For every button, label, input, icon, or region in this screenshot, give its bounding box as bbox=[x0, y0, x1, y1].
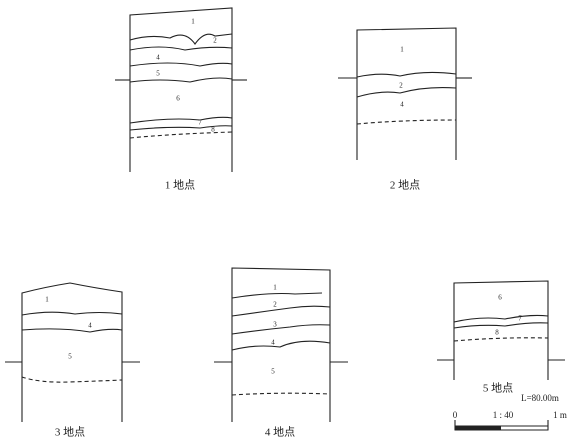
layer-number: 2 bbox=[399, 82, 403, 90]
profile-1: 1 2 4 5 6 7 8 1 地点 bbox=[115, 8, 247, 192]
layer-number: 3 bbox=[273, 321, 277, 329]
layer-line bbox=[357, 88, 456, 97]
layer-number: 6 bbox=[498, 294, 502, 302]
profile-label: 4 地点 bbox=[265, 426, 295, 439]
elevation-label: L=80.00m bbox=[521, 393, 559, 403]
scale-bar-fill bbox=[455, 426, 501, 430]
layer-number: 1 bbox=[273, 284, 277, 292]
layer-number: 7 bbox=[518, 315, 522, 323]
layer-number: 4 bbox=[400, 101, 404, 109]
dashed-line bbox=[232, 393, 330, 395]
layer-number: 8 bbox=[495, 329, 499, 337]
profile-outline bbox=[22, 283, 122, 422]
layer-line bbox=[22, 329, 122, 332]
layer-number: 4 bbox=[271, 339, 275, 347]
scale-ratio: 1 : 40 bbox=[493, 410, 514, 420]
layer-number: 8 bbox=[211, 126, 215, 134]
layer-number: 2 bbox=[213, 37, 217, 45]
dashed-line bbox=[357, 120, 456, 124]
layer-number: 1 bbox=[45, 296, 49, 304]
stratigraphy-diagram: 1 2 4 5 6 7 8 1 地点 1 2 4 2 地点 1 4 5 3 地点… bbox=[0, 0, 584, 440]
layer-line bbox=[130, 47, 232, 50]
layer-number: 1 bbox=[400, 46, 404, 54]
profile-label: 1 地点 bbox=[165, 179, 195, 192]
profile-label: 2 地点 bbox=[390, 179, 420, 192]
layer-number: 1 bbox=[191, 18, 195, 26]
layer-line bbox=[232, 341, 330, 350]
layer-line bbox=[130, 126, 232, 130]
dashed-line bbox=[22, 377, 122, 382]
layer-number: 5 bbox=[68, 353, 72, 361]
layer-number: 2 bbox=[273, 301, 277, 309]
layer-line bbox=[22, 312, 122, 315]
profile-label: 5 地点 bbox=[483, 382, 513, 395]
layer-line bbox=[232, 306, 330, 316]
profile-outline bbox=[130, 8, 232, 172]
profile-4: 1 2 3 4 5 4 地点 bbox=[214, 268, 348, 439]
layer-number: 6 bbox=[176, 95, 180, 103]
layer-number: 5 bbox=[156, 70, 160, 78]
layer-number: 4 bbox=[156, 54, 160, 62]
layer-line bbox=[232, 325, 330, 334]
layer-number: 5 bbox=[271, 368, 275, 376]
profile-3: 1 4 5 3 地点 bbox=[5, 283, 140, 439]
scale-end-label: 1 m bbox=[553, 410, 567, 420]
layer-number: 7 bbox=[198, 119, 202, 127]
dashed-line bbox=[454, 338, 548, 341]
profile-outline bbox=[232, 268, 330, 422]
layer-line bbox=[130, 63, 232, 66]
profile-5: 6 7 8 5 地点 L=80.00m bbox=[437, 281, 565, 403]
dashed-line bbox=[130, 132, 232, 138]
layer-number: 4 bbox=[88, 322, 92, 330]
layer-line bbox=[454, 323, 548, 328]
layer-line bbox=[357, 72, 456, 77]
profile-2: 1 2 4 2 地点 bbox=[338, 28, 472, 192]
layer-line bbox=[130, 117, 232, 123]
layer-line bbox=[130, 78, 232, 82]
scale-bar: 0 1 : 40 1 m bbox=[453, 410, 567, 430]
scale-start: 0 bbox=[453, 410, 458, 420]
layer-line bbox=[454, 315, 548, 322]
layer-line bbox=[232, 293, 322, 298]
profile-label: 3 地点 bbox=[55, 426, 85, 439]
